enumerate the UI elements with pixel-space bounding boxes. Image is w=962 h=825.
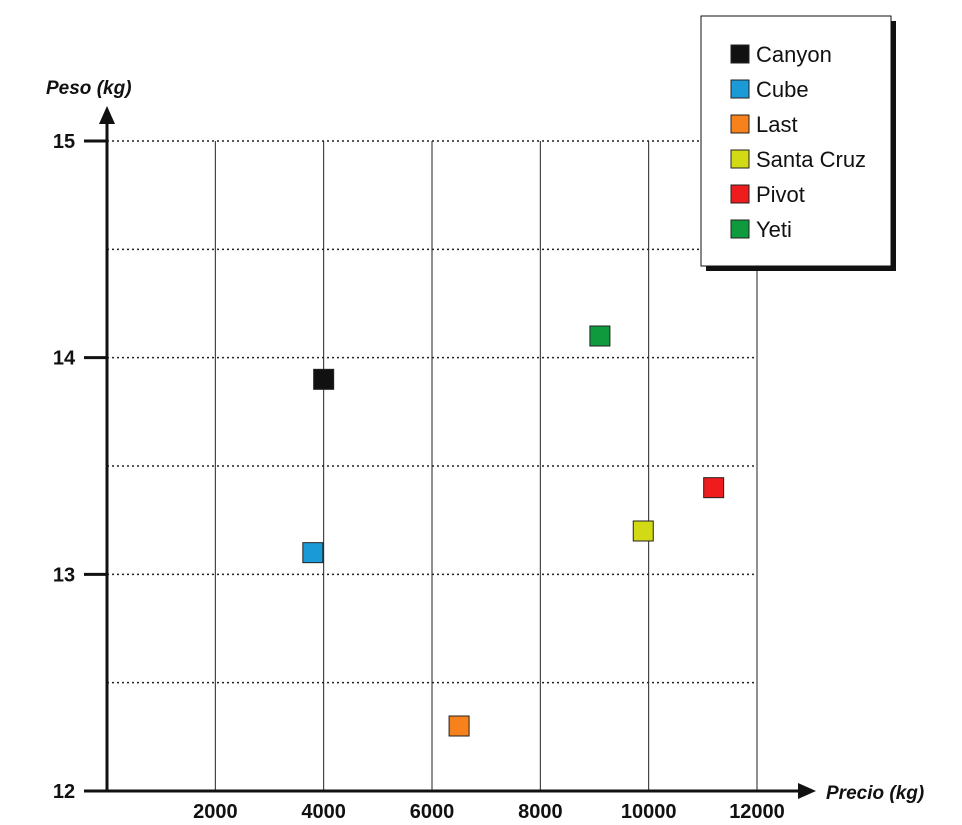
legend-swatch xyxy=(730,114,750,134)
x-tick-label: 10000 xyxy=(621,801,677,823)
legend-label: Santa Cruz xyxy=(756,147,866,172)
legend-label: Yeti xyxy=(756,217,792,242)
legend-swatch xyxy=(730,44,750,64)
data-point-yeti xyxy=(589,325,611,347)
legend: Canyon Cube Last Santa Cruz Pivot Yeti xyxy=(700,15,896,271)
x-tick-label: 6000 xyxy=(410,801,455,823)
x-axis-title: Precio (kg) xyxy=(826,783,924,804)
data-point-pivot xyxy=(703,477,725,499)
y-axis-arrow xyxy=(99,106,115,124)
axes xyxy=(99,106,816,799)
y-tick-label: 12 xyxy=(53,781,75,803)
grid xyxy=(107,140,758,791)
y-tick-label: 14 xyxy=(53,348,76,370)
data-points xyxy=(302,325,725,737)
x-tick-label: 2000 xyxy=(193,801,238,823)
x-tick-label: 8000 xyxy=(518,801,563,823)
x-tick-label: 12000 xyxy=(729,801,785,823)
x-axis-arrow xyxy=(798,783,816,799)
legend-swatch xyxy=(730,79,750,99)
ticks: 2000 4000 6000 8000 10000 12000 12 13 14 15 xyxy=(53,131,785,823)
legend-items: Canyon Cube Last Santa Cruz Pivot Yeti xyxy=(730,42,866,242)
data-point-canyon xyxy=(313,368,335,390)
data-point-santa-cruz xyxy=(632,520,654,542)
y-axis-title: Peso (kg) xyxy=(46,78,132,99)
x-tick-label: 4000 xyxy=(301,801,346,823)
legend-label: Cube xyxy=(756,77,809,102)
legend-swatch xyxy=(730,184,750,204)
data-point-last xyxy=(448,715,470,737)
y-tick-label: 13 xyxy=(53,564,75,586)
legend-swatch xyxy=(730,219,750,239)
legend-label: Pivot xyxy=(756,182,805,207)
y-tick-label: 15 xyxy=(53,131,75,153)
legend-label: Canyon xyxy=(756,42,832,67)
legend-swatch xyxy=(730,149,750,169)
legend-label: Last xyxy=(756,112,798,137)
data-point-cube xyxy=(302,542,324,564)
